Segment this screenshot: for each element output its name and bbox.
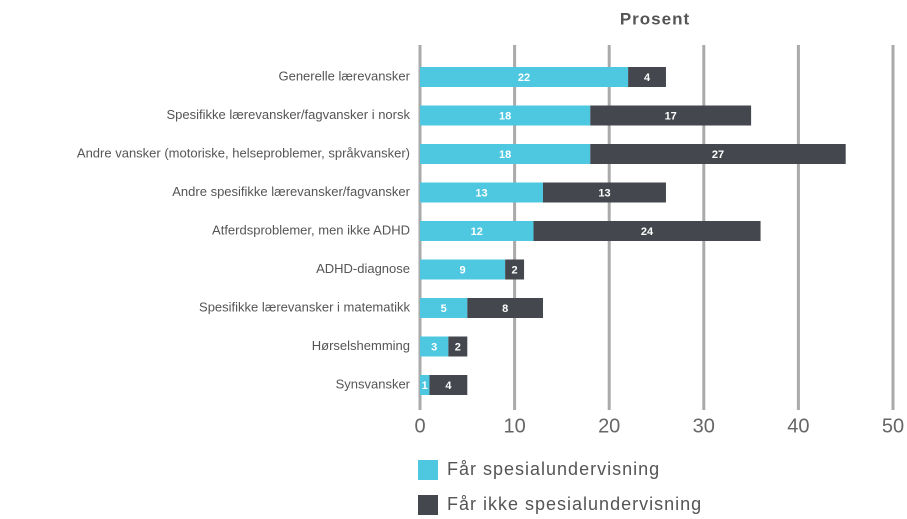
bar-segment <box>420 298 468 318</box>
category-label: Andre vansker (motoriske, helseproblemer… <box>77 145 410 160</box>
bar-segment <box>533 221 761 241</box>
x-tick-label: 50 <box>882 415 904 437</box>
bar-segment <box>448 336 468 357</box>
x-tick-label: 10 <box>503 415 525 437</box>
value-label: 8 <box>502 303 508 315</box>
legend-label: Får ikke spesialundervisning <box>447 494 702 514</box>
bar-segment <box>420 221 534 241</box>
bar-segment <box>420 144 591 164</box>
legend-swatch <box>418 495 438 515</box>
bar-segment <box>590 144 846 164</box>
value-label: 3 <box>431 341 437 353</box>
value-label: 2 <box>512 264 518 276</box>
value-label: 27 <box>712 149 724 161</box>
value-label: 13 <box>475 187 487 199</box>
bar-segment <box>420 67 629 87</box>
category-label: Generelle lærevansker <box>278 68 410 83</box>
value-label: 9 <box>460 264 466 276</box>
category-label: Spesifikke lærevansker/fagvansker i nors… <box>167 107 411 122</box>
bar-segment <box>429 375 468 395</box>
value-label: 18 <box>499 110 511 122</box>
bar-segment <box>628 67 666 87</box>
category-label: Spesifikke lærevansker i matematikk <box>199 299 410 314</box>
x-axis-label: Prosent <box>620 9 690 28</box>
bar-segment <box>590 105 752 126</box>
category-label: Synsvansker <box>336 376 411 391</box>
x-tick-label: 20 <box>598 415 620 437</box>
legend-label: Får spesialundervisning <box>447 459 660 479</box>
category-label: ADHD-diagnose <box>316 261 410 276</box>
value-label: 18 <box>499 149 511 161</box>
bar-segment <box>420 259 506 280</box>
x-tick-label: 0 <box>414 415 425 437</box>
category-label: Hørselshemming <box>312 338 410 353</box>
bar-segment <box>420 105 591 126</box>
value-label: 13 <box>598 187 610 199</box>
value-label: 5 <box>441 303 447 315</box>
bar-segment <box>505 259 525 280</box>
x-tick-label: 30 <box>693 415 715 437</box>
category-label: Atferdsproblemer, men ikke ADHD <box>212 222 410 237</box>
value-label: 1 <box>422 380 428 392</box>
value-label: 4 <box>445 380 452 392</box>
category-label: Andre spesifikke lærevansker/fagvansker <box>172 184 410 199</box>
legend-swatch <box>418 460 438 480</box>
value-label: 12 <box>471 226 483 238</box>
value-label: 2 <box>455 341 461 353</box>
x-tick-label: 40 <box>787 415 809 437</box>
value-label: 17 <box>665 110 677 122</box>
bar-segment <box>420 182 543 203</box>
bar-segment <box>467 298 543 318</box>
value-label: 24 <box>641 226 654 238</box>
bar-segment <box>420 336 449 357</box>
value-label: 22 <box>518 72 530 84</box>
bar-segment <box>420 375 430 395</box>
bar-segment <box>542 182 666 203</box>
value-label: 4 <box>644 72 651 84</box>
